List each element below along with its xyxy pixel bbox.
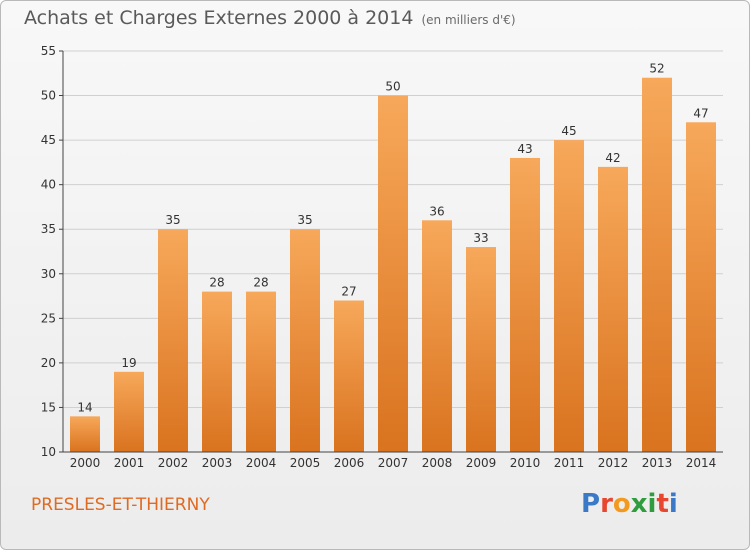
x-tick-label: 2012 xyxy=(598,456,629,470)
y-tick-label: 30 xyxy=(41,267,56,281)
bar xyxy=(686,122,716,453)
logo-letter: x xyxy=(630,489,648,519)
logo-letter: i xyxy=(647,489,657,519)
chart-title: Achats et Charges Externes 2000 à 2014 (e… xyxy=(24,7,516,29)
bar xyxy=(554,140,584,452)
x-tick-label: 2010 xyxy=(510,456,541,470)
data-label: 28 xyxy=(253,276,268,290)
bar xyxy=(158,229,188,452)
bar xyxy=(378,95,408,453)
chart-title-text: Achats et Charges Externes 2000 à 2014 xyxy=(24,7,414,29)
data-label: 36 xyxy=(429,204,444,218)
bar xyxy=(246,291,276,452)
data-label: 45 xyxy=(561,124,576,138)
data-label: 19 xyxy=(121,356,136,370)
data-label: 33 xyxy=(473,231,488,245)
bar xyxy=(598,166,628,452)
x-tick-label: 2002 xyxy=(158,456,189,470)
data-label: 35 xyxy=(297,213,312,227)
y-tick-label: 15 xyxy=(41,400,56,414)
proxiti-logo: Proxiti xyxy=(581,489,678,519)
y-tick-label: 50 xyxy=(41,89,56,103)
city-name: PRESLES-ET-THIERNY xyxy=(31,495,210,515)
logo-letter: o xyxy=(612,489,631,519)
data-label: 28 xyxy=(209,276,224,290)
bar xyxy=(422,220,452,452)
x-tick-label: 2013 xyxy=(642,456,673,470)
x-tick-label: 2001 xyxy=(114,456,145,470)
logo-letter: P xyxy=(581,489,601,519)
axis-layer: 10 15 20 25 30 35 40 45 50 55 2000 2001 2002 2003 2004… xyxy=(41,44,723,470)
x-tick-label: 2009 xyxy=(466,456,497,470)
y-tick-label: 10 xyxy=(41,445,56,459)
bar xyxy=(290,229,320,452)
data-label: 50 xyxy=(385,80,400,94)
chart-unit: (en milliers d'€) xyxy=(421,13,516,27)
y-tick-label: 35 xyxy=(41,222,56,236)
logo-letter: r xyxy=(600,489,613,519)
data-label: 35 xyxy=(165,213,180,227)
x-tick-label: 2000 xyxy=(70,456,101,470)
x-tick-label: 2007 xyxy=(378,456,409,470)
data-label: 42 xyxy=(605,151,620,165)
y-tick-label: 25 xyxy=(41,311,56,325)
y-tick-label: 55 xyxy=(41,44,56,58)
x-tick-label: 2011 xyxy=(554,456,585,470)
data-label: 27 xyxy=(341,285,356,299)
bar xyxy=(510,157,540,452)
data-label: 43 xyxy=(517,142,532,156)
logo-letter: i xyxy=(668,489,678,519)
data-label: 52 xyxy=(649,62,664,76)
bar xyxy=(334,300,364,452)
x-tick-label: 2006 xyxy=(334,456,365,470)
y-tick-label: 45 xyxy=(41,133,56,147)
x-tick-label: 2008 xyxy=(422,456,453,470)
x-tick-label: 2014 xyxy=(686,456,717,470)
bar xyxy=(202,291,232,452)
x-tick-label: 2003 xyxy=(202,456,233,470)
data-label: 47 xyxy=(693,106,708,120)
bars-layer: 14 19 35 28 28 35 27 50 36 33 43 45 42 52 47 xyxy=(70,62,716,453)
x-tick-label: 2005 xyxy=(290,456,321,470)
bar xyxy=(466,247,496,452)
x-tick-label: 2004 xyxy=(246,456,277,470)
logo-letter: t xyxy=(656,489,669,519)
y-tick-label: 20 xyxy=(41,356,56,370)
bar xyxy=(114,371,144,452)
data-label: 14 xyxy=(77,400,92,414)
bar xyxy=(642,77,672,452)
y-tick-label: 40 xyxy=(41,178,56,192)
bar xyxy=(70,416,100,452)
